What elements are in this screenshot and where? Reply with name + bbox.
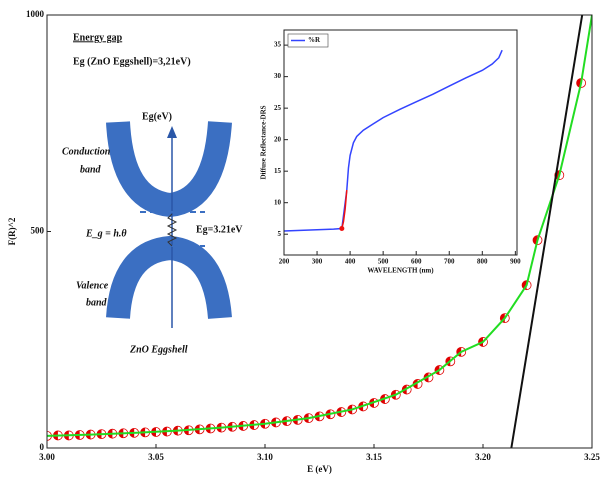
annotation: band <box>86 297 108 308</box>
plot <box>284 49 503 232</box>
x-tick-label: 600 <box>411 258 422 266</box>
y-tick-label: 5 <box>278 230 282 238</box>
legend-label: %R <box>308 36 321 44</box>
y-tick-label: 20 <box>274 135 282 143</box>
annotation: ZnO Eggshell <box>129 344 188 355</box>
x-tick-label: 3.15 <box>366 452 382 462</box>
annotation: Energy gap <box>73 32 123 43</box>
point-half <box>43 431 48 440</box>
x-tick-label: 900 <box>510 258 521 266</box>
x-tick-label: 800 <box>477 258 488 266</box>
y-axis-label: Diffuse Reflectance-DRS <box>260 105 268 179</box>
series-line <box>284 49 503 232</box>
y-tick-label: 15 <box>274 167 282 175</box>
x-tick-label: 300 <box>312 258 323 266</box>
y-tick-label: 0 <box>40 442 45 452</box>
x-tick-label: 3.00 <box>39 452 55 462</box>
frame <box>46 14 593 449</box>
annotation: Eg=3.21eV <box>196 224 243 235</box>
y-tick-label: 35 <box>274 41 282 49</box>
conduction-band-shape <box>106 121 232 218</box>
x-axis-label: WAVELENGTH (nm) <box>367 267 434 275</box>
inset-background <box>284 30 517 255</box>
annotation: Eg (ZnO Eggshell)=3,21eV) <box>73 56 191 67</box>
y-tick-label: 500 <box>31 226 45 236</box>
y-tick-label: 10 <box>274 198 282 206</box>
series-line <box>47 15 592 437</box>
series-line <box>341 190 348 229</box>
annotation: band <box>80 164 102 175</box>
y-tick-label: 1000 <box>26 9 45 19</box>
x-tick-label: 200 <box>279 258 290 266</box>
inset-chart: 200 300 400 500 600 700 800 900 5 10 15 20 25 30 35 WAV… <box>260 29 521 275</box>
legend-box <box>287 33 329 48</box>
x-tick-label: 3.25 <box>584 452 600 462</box>
y-axis-label: F(R)^2 <box>7 217 17 245</box>
band-diagram <box>106 121 232 328</box>
annotation: Eg(eV) <box>142 111 172 122</box>
series-line <box>510 15 584 448</box>
x-tick-label: 700 <box>444 258 455 266</box>
y-tick-label: 30 <box>274 72 282 80</box>
x-tick-label: 3.20 <box>475 452 491 462</box>
y-tick-label: 25 <box>274 104 282 112</box>
x-axis-label: E (eV) <box>307 464 332 474</box>
x-tick-label: 400 <box>345 258 356 266</box>
x-tick-label: 3.10 <box>257 452 273 462</box>
plot <box>43 15 592 448</box>
point <box>339 226 345 232</box>
annotation: Valence <box>76 280 109 291</box>
frame <box>283 29 518 256</box>
annotation: Conduction <box>62 146 111 157</box>
annotation: E_g = h.θ <box>85 228 127 239</box>
x-tick-label: 3.05 <box>148 452 164 462</box>
x-tick-label: 500 <box>378 258 389 266</box>
arrow-head <box>167 126 177 138</box>
valence-band-shape <box>106 235 232 320</box>
zigzag <box>166 213 178 247</box>
main-chart: 3.00 3.05 3.10 3.15 3.20 3.25 0 500 1000 E (eV) F(… <box>7 9 600 474</box>
